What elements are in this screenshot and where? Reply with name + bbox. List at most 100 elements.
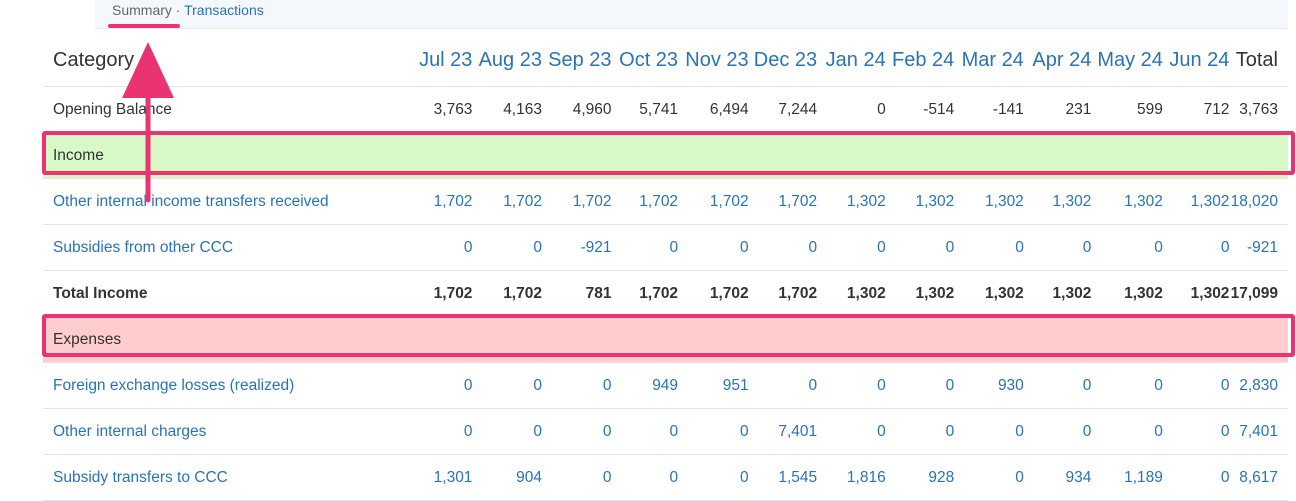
breadcrumb-separator: · — [171, 2, 185, 18]
summary-tab[interactable]: Summary — [112, 2, 172, 18]
value-cell[interactable]: 0 — [611, 408, 679, 455]
value-cell[interactable]: 1,702 — [405, 178, 473, 225]
value-cell[interactable]: 1,302 — [885, 178, 955, 225]
value-cell[interactable]: 1,189 — [1091, 454, 1163, 501]
value-cell[interactable]: 0 — [885, 408, 955, 455]
value-cell[interactable]: 0 — [611, 224, 679, 271]
value-cell[interactable]: 1,702 — [472, 178, 542, 225]
value-cell[interactable]: 0 — [954, 224, 1024, 271]
value-cell[interactable]: 0 — [748, 224, 818, 271]
value-cell[interactable]: 0 — [1091, 224, 1163, 271]
value-cell: 5,741 — [611, 86, 679, 133]
value-cell[interactable]: 1,702 — [678, 178, 749, 225]
opening-balance-row: Opening Balance 3,763 4,163 4,960 5,741 6,494… — [43, 86, 1288, 133]
column-header-month[interactable]: Jun 24 — [1162, 34, 1230, 87]
value-cell[interactable]: 0 — [817, 224, 886, 271]
value-cell: 1,302 — [1162, 270, 1230, 317]
value-cell: 7,244 — [748, 86, 818, 133]
value-cell: 6,494 — [678, 86, 749, 133]
value-cell[interactable]: 0 — [817, 408, 886, 455]
column-header-category: Category — [43, 34, 406, 87]
expense-row: Other internal charges 0 0 0 0 0 7,401 0 0 0 0 0 0 7,… — [43, 408, 1288, 455]
column-header-month[interactable]: Jul 23 — [405, 34, 473, 87]
column-header-month[interactable]: Feb 24 — [885, 34, 955, 87]
value-cell[interactable]: 1,702 — [748, 178, 818, 225]
value-cell[interactable]: 930 — [954, 362, 1024, 409]
value-cell: 1,702 — [405, 270, 473, 317]
column-header-month[interactable]: May 24 — [1091, 34, 1163, 87]
value-cell[interactable]: 0 — [1162, 224, 1230, 271]
row-label[interactable]: Subsidies from other CCC — [43, 224, 406, 271]
value-cell[interactable]: 1,302 — [1091, 178, 1163, 225]
column-header-month[interactable]: Sep 23 — [541, 34, 612, 87]
value-cell[interactable]: 934 — [1023, 454, 1092, 501]
row-label: Total Income — [43, 270, 406, 317]
value-cell[interactable]: 0 — [405, 408, 473, 455]
value-cell[interactable]: 1,301 — [405, 454, 473, 501]
column-header-month[interactable]: Dec 23 — [748, 34, 818, 87]
value-cell[interactable]: 0 — [1162, 362, 1230, 409]
value-cell: 1,302 — [1091, 270, 1163, 317]
row-label[interactable]: Other internal income transfers received — [43, 178, 406, 225]
value-cell: 4,960 — [541, 86, 612, 133]
value-cell[interactable]: 0 — [1023, 224, 1092, 271]
row-label[interactable]: Other internal charges — [43, 408, 406, 455]
section-label: Income — [43, 132, 1288, 179]
value-cell[interactable]: 0 — [1023, 362, 1092, 409]
value-cell[interactable]: 0 — [541, 362, 612, 409]
value-cell[interactable]: 951 — [678, 362, 749, 409]
value-cell[interactable]: 0 — [748, 362, 818, 409]
value-cell[interactable]: 1,545 — [748, 454, 818, 501]
value-cell[interactable]: 0 — [885, 224, 955, 271]
value-cell[interactable]: 1,302 — [1162, 178, 1230, 225]
column-header-month[interactable]: Oct 23 — [611, 34, 679, 87]
value-cell[interactable]: 0 — [1023, 408, 1092, 455]
transactions-link[interactable]: Transactions — [184, 2, 264, 18]
expense-row: Subsidy transfers to CCC 1,301 904 0 0 0 1,545… — [43, 454, 1288, 501]
value-cell[interactable]: 1,702 — [611, 178, 679, 225]
value-cell: 781 — [541, 270, 612, 317]
column-header-month[interactable]: Jan 24 — [817, 34, 886, 87]
value-cell[interactable]: 0 — [678, 408, 749, 455]
value-cell[interactable]: 0 — [541, 408, 612, 455]
value-cell[interactable]: 0 — [678, 224, 749, 271]
total-cell[interactable]: 18,020 — [1229, 178, 1288, 225]
total-cell[interactable]: 8,617 — [1229, 454, 1288, 501]
column-header-month[interactable]: Nov 23 — [678, 34, 749, 87]
total-cell[interactable]: 2,830 — [1229, 362, 1288, 409]
row-label[interactable]: Foreign exchange losses (realized) — [43, 362, 406, 409]
value-cell[interactable]: 949 — [611, 362, 679, 409]
header-row: Category Jul 23 Aug 23 Sep 23 Oct 23 Nov… — [43, 34, 1288, 87]
value-cell[interactable]: 0 — [954, 408, 1024, 455]
value-cell[interactable]: 0 — [1091, 408, 1163, 455]
value-cell[interactable]: 0 — [954, 454, 1024, 501]
value-cell[interactable]: 0 — [472, 362, 542, 409]
value-cell[interactable]: 0 — [405, 362, 473, 409]
value-cell[interactable]: 1,302 — [954, 178, 1024, 225]
value-cell[interactable]: 1,702 — [541, 178, 612, 225]
total-cell[interactable]: 7,401 — [1229, 408, 1288, 455]
value-cell[interactable]: 1,302 — [1023, 178, 1092, 225]
value-cell[interactable]: 0 — [541, 454, 612, 501]
value-cell[interactable]: 1,816 — [817, 454, 886, 501]
column-header-month[interactable]: Aug 23 — [472, 34, 542, 87]
column-header-month[interactable]: Apr 24 — [1023, 34, 1092, 87]
summary-table: Category Jul 23 Aug 23 Sep 23 Oct 23 Nov… — [43, 34, 1288, 501]
value-cell[interactable]: 0 — [885, 362, 955, 409]
value-cell[interactable]: 0 — [1091, 362, 1163, 409]
value-cell[interactable]: 0 — [405, 224, 473, 271]
value-cell[interactable]: 0 — [1162, 408, 1230, 455]
row-label[interactable]: Subsidy transfers to CCC — [43, 454, 406, 501]
value-cell[interactable]: 0 — [472, 224, 542, 271]
value-cell[interactable]: 1,302 — [817, 178, 886, 225]
total-cell[interactable]: -921 — [1229, 224, 1288, 271]
value-cell[interactable]: 0 — [817, 362, 886, 409]
value-cell[interactable]: 0 — [611, 454, 679, 501]
column-header-month[interactable]: Mar 24 — [954, 34, 1024, 87]
value-cell[interactable]: -921 — [541, 224, 612, 271]
value-cell[interactable]: 0 — [472, 408, 542, 455]
value-cell: 712 — [1162, 86, 1230, 133]
value-cell[interactable]: 7,401 — [748, 408, 818, 455]
value-cell: 231 — [1023, 86, 1092, 133]
